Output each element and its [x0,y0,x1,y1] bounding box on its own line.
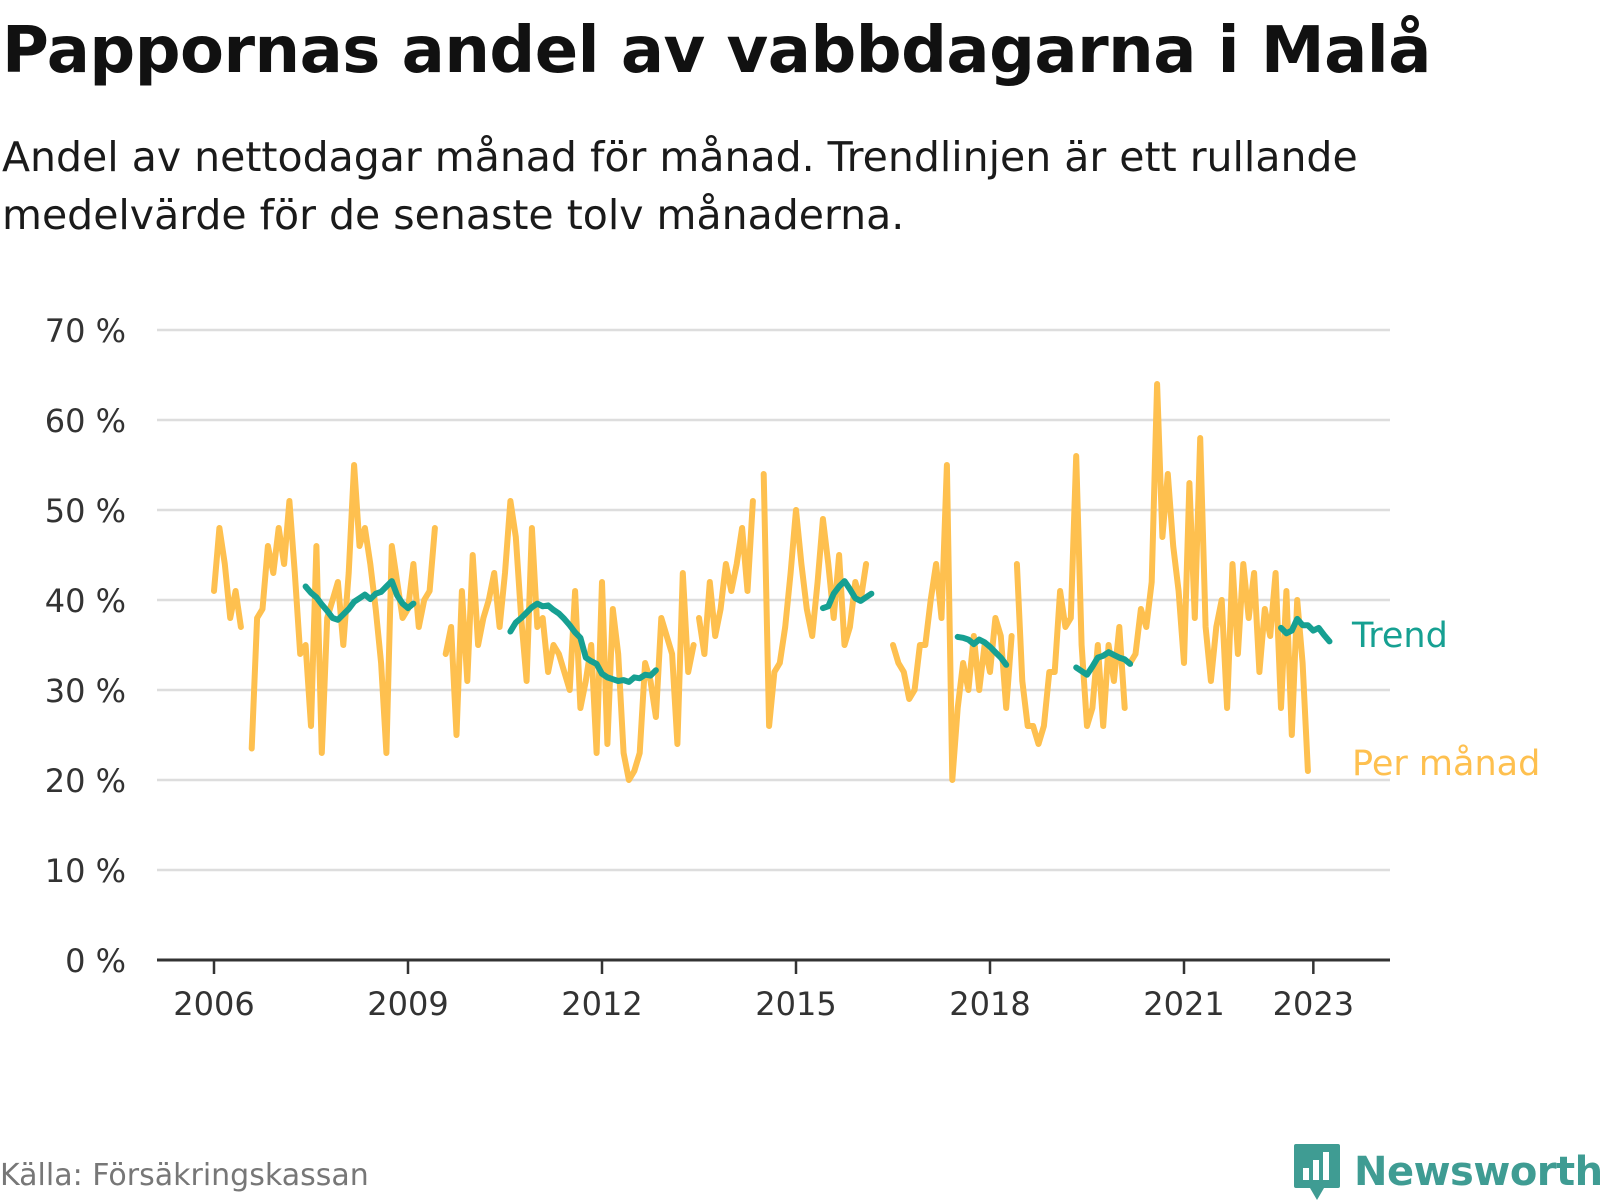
x-tick-label: 2023 [1273,985,1354,1023]
monthly-line [890,462,1015,783]
monthly-line [696,498,756,657]
series-label: Per månad [1352,743,1540,784]
monthly-line [248,462,438,756]
trend-line [302,578,417,623]
y-tick-label: 70 % [45,312,126,350]
y-tick-label: 30 % [45,672,126,710]
x-tick-label: 2021 [1143,985,1224,1023]
monthly-line [442,498,697,783]
bar-chart-speech-bubble-icon [1294,1144,1340,1200]
series-labels: Trend Per månad [1351,616,1540,784]
trend-line [1278,615,1333,645]
trend-line [1073,649,1134,678]
y-tick-label: 40 % [45,582,126,620]
trend-line [954,633,1010,668]
trend-line [819,578,875,612]
brand-logo: Newsworthy [1292,1142,1600,1202]
series-label: Trend [1351,616,1448,656]
monthly-line [760,471,870,729]
brand-name: Newsworthy [1354,1149,1600,1195]
y-tick-label: 60 % [45,402,126,440]
y-tick-label: 0 % [65,942,126,980]
x-tick-label: 2012 [561,985,642,1023]
x-tick-label: 2018 [949,985,1030,1023]
monthly-line [1127,381,1311,774]
x-tick-label: 2009 [367,985,448,1023]
y-tick-label: 10 % [45,852,126,890]
x-tick-label: 2015 [755,985,836,1023]
y-tick-label: 50 % [45,492,126,530]
chart-title: Pappornas andel av vabbdagarna i Malå [2,14,1431,88]
y-axis-ticks: 0 % 10 % 20 % 30 % 40 % 50 % 60 % 70 % [45,312,126,980]
y-tick-label: 20 % [45,762,126,800]
chart-subtitle: Andel av nettodagar månad för månad. Tre… [2,133,1358,239]
trend-line [507,600,659,685]
x-tick-label: 2006 [173,985,254,1023]
source-note: Källa: Försäkringskassan [0,1158,369,1193]
monthly-line [211,525,244,630]
series-lines [211,381,1333,783]
x-axis-ticks: 2006 2009 2012 2015 2018 2021 2023 [173,960,1354,1023]
monthly-line [1013,453,1128,747]
